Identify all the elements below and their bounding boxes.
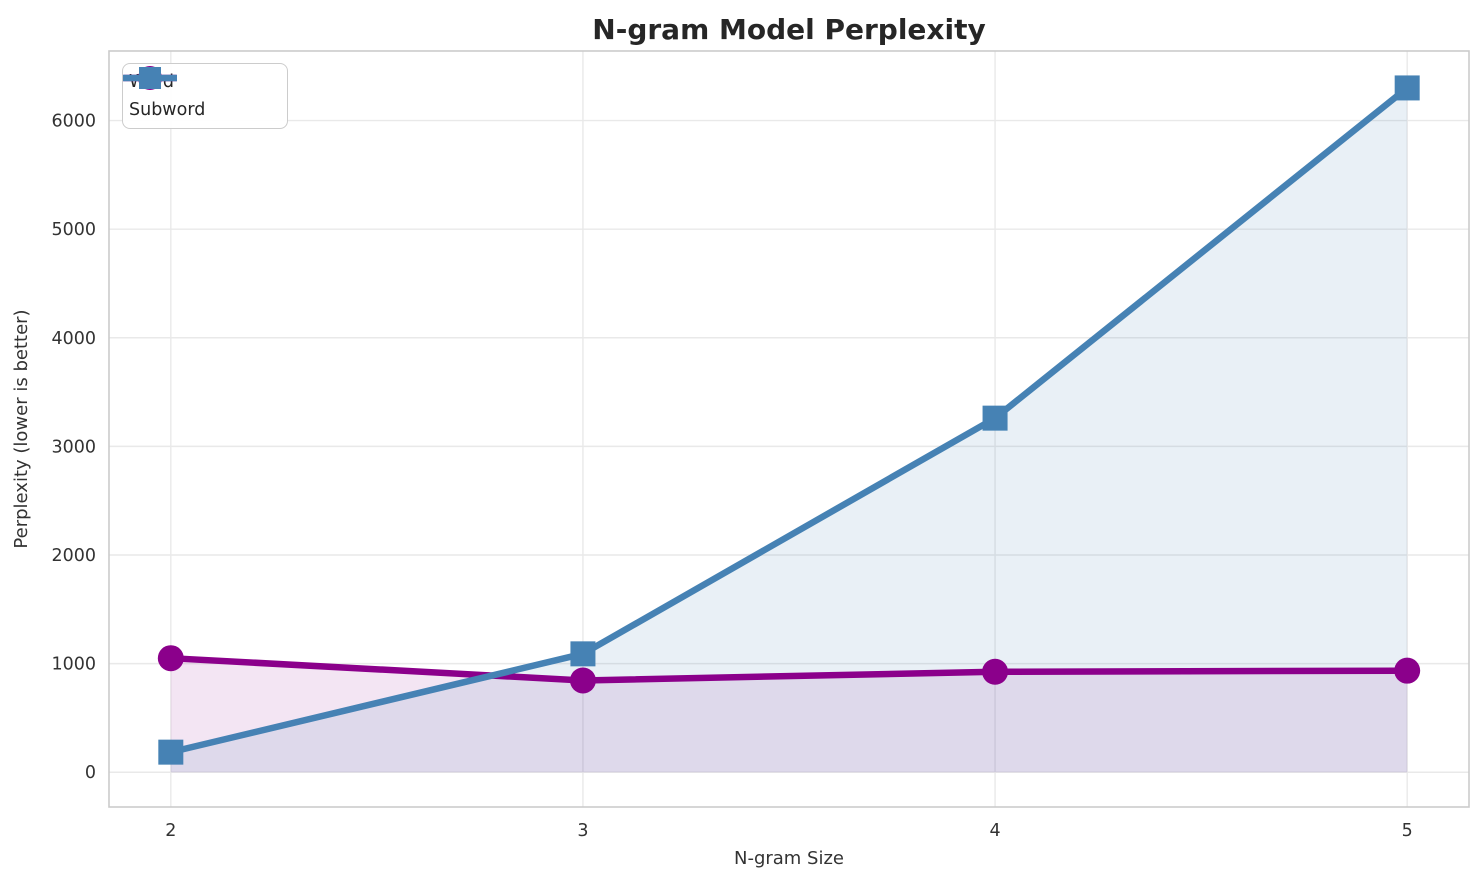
word-fill-area (170, 658, 1408, 773)
legend-marker-square-icon (123, 67, 177, 89)
x-tick-label: 4 (989, 821, 1000, 841)
word-data-point-marker (1394, 657, 1421, 684)
subword-data-point-marker (1394, 75, 1420, 101)
x-axis-label: N-gram Size (734, 848, 844, 869)
word-data-point-marker (569, 667, 596, 694)
y-tick-label: 4000 (51, 329, 96, 349)
x-tick-label: 3 (577, 821, 588, 841)
axes-spines (108, 50, 1470, 808)
y-tick-label: 0 (85, 763, 96, 783)
y-axis-label: Perplexity (lower is better) (11, 309, 32, 548)
chart-title: N-gram Model Perplexity (592, 13, 985, 46)
subword-fill-area (170, 87, 1408, 773)
legend-item-label: Subword (129, 100, 206, 120)
x-tick-label: 5 (1402, 821, 1413, 841)
legend: WordSubword (122, 63, 288, 129)
plot-background (109, 51, 1469, 807)
y-tick-label: 5000 (51, 220, 96, 240)
word-series-line (167, 654, 1411, 684)
y-tick-label: 1000 (51, 655, 96, 675)
subword-data-point-marker (570, 641, 596, 667)
subword-series-line (167, 84, 1411, 756)
legend-item: Subword (123, 67, 275, 124)
word-data-point-marker (157, 645, 184, 672)
x-tick-label: 2 (165, 821, 176, 841)
subword-data-point-marker (158, 739, 184, 765)
y-tick-label: 2000 (51, 546, 96, 566)
subword-data-point-marker (982, 405, 1008, 431)
word-data-point-marker (982, 658, 1009, 685)
y-tick-label: 6000 (51, 112, 96, 132)
y-tick-label: 3000 (51, 437, 96, 457)
